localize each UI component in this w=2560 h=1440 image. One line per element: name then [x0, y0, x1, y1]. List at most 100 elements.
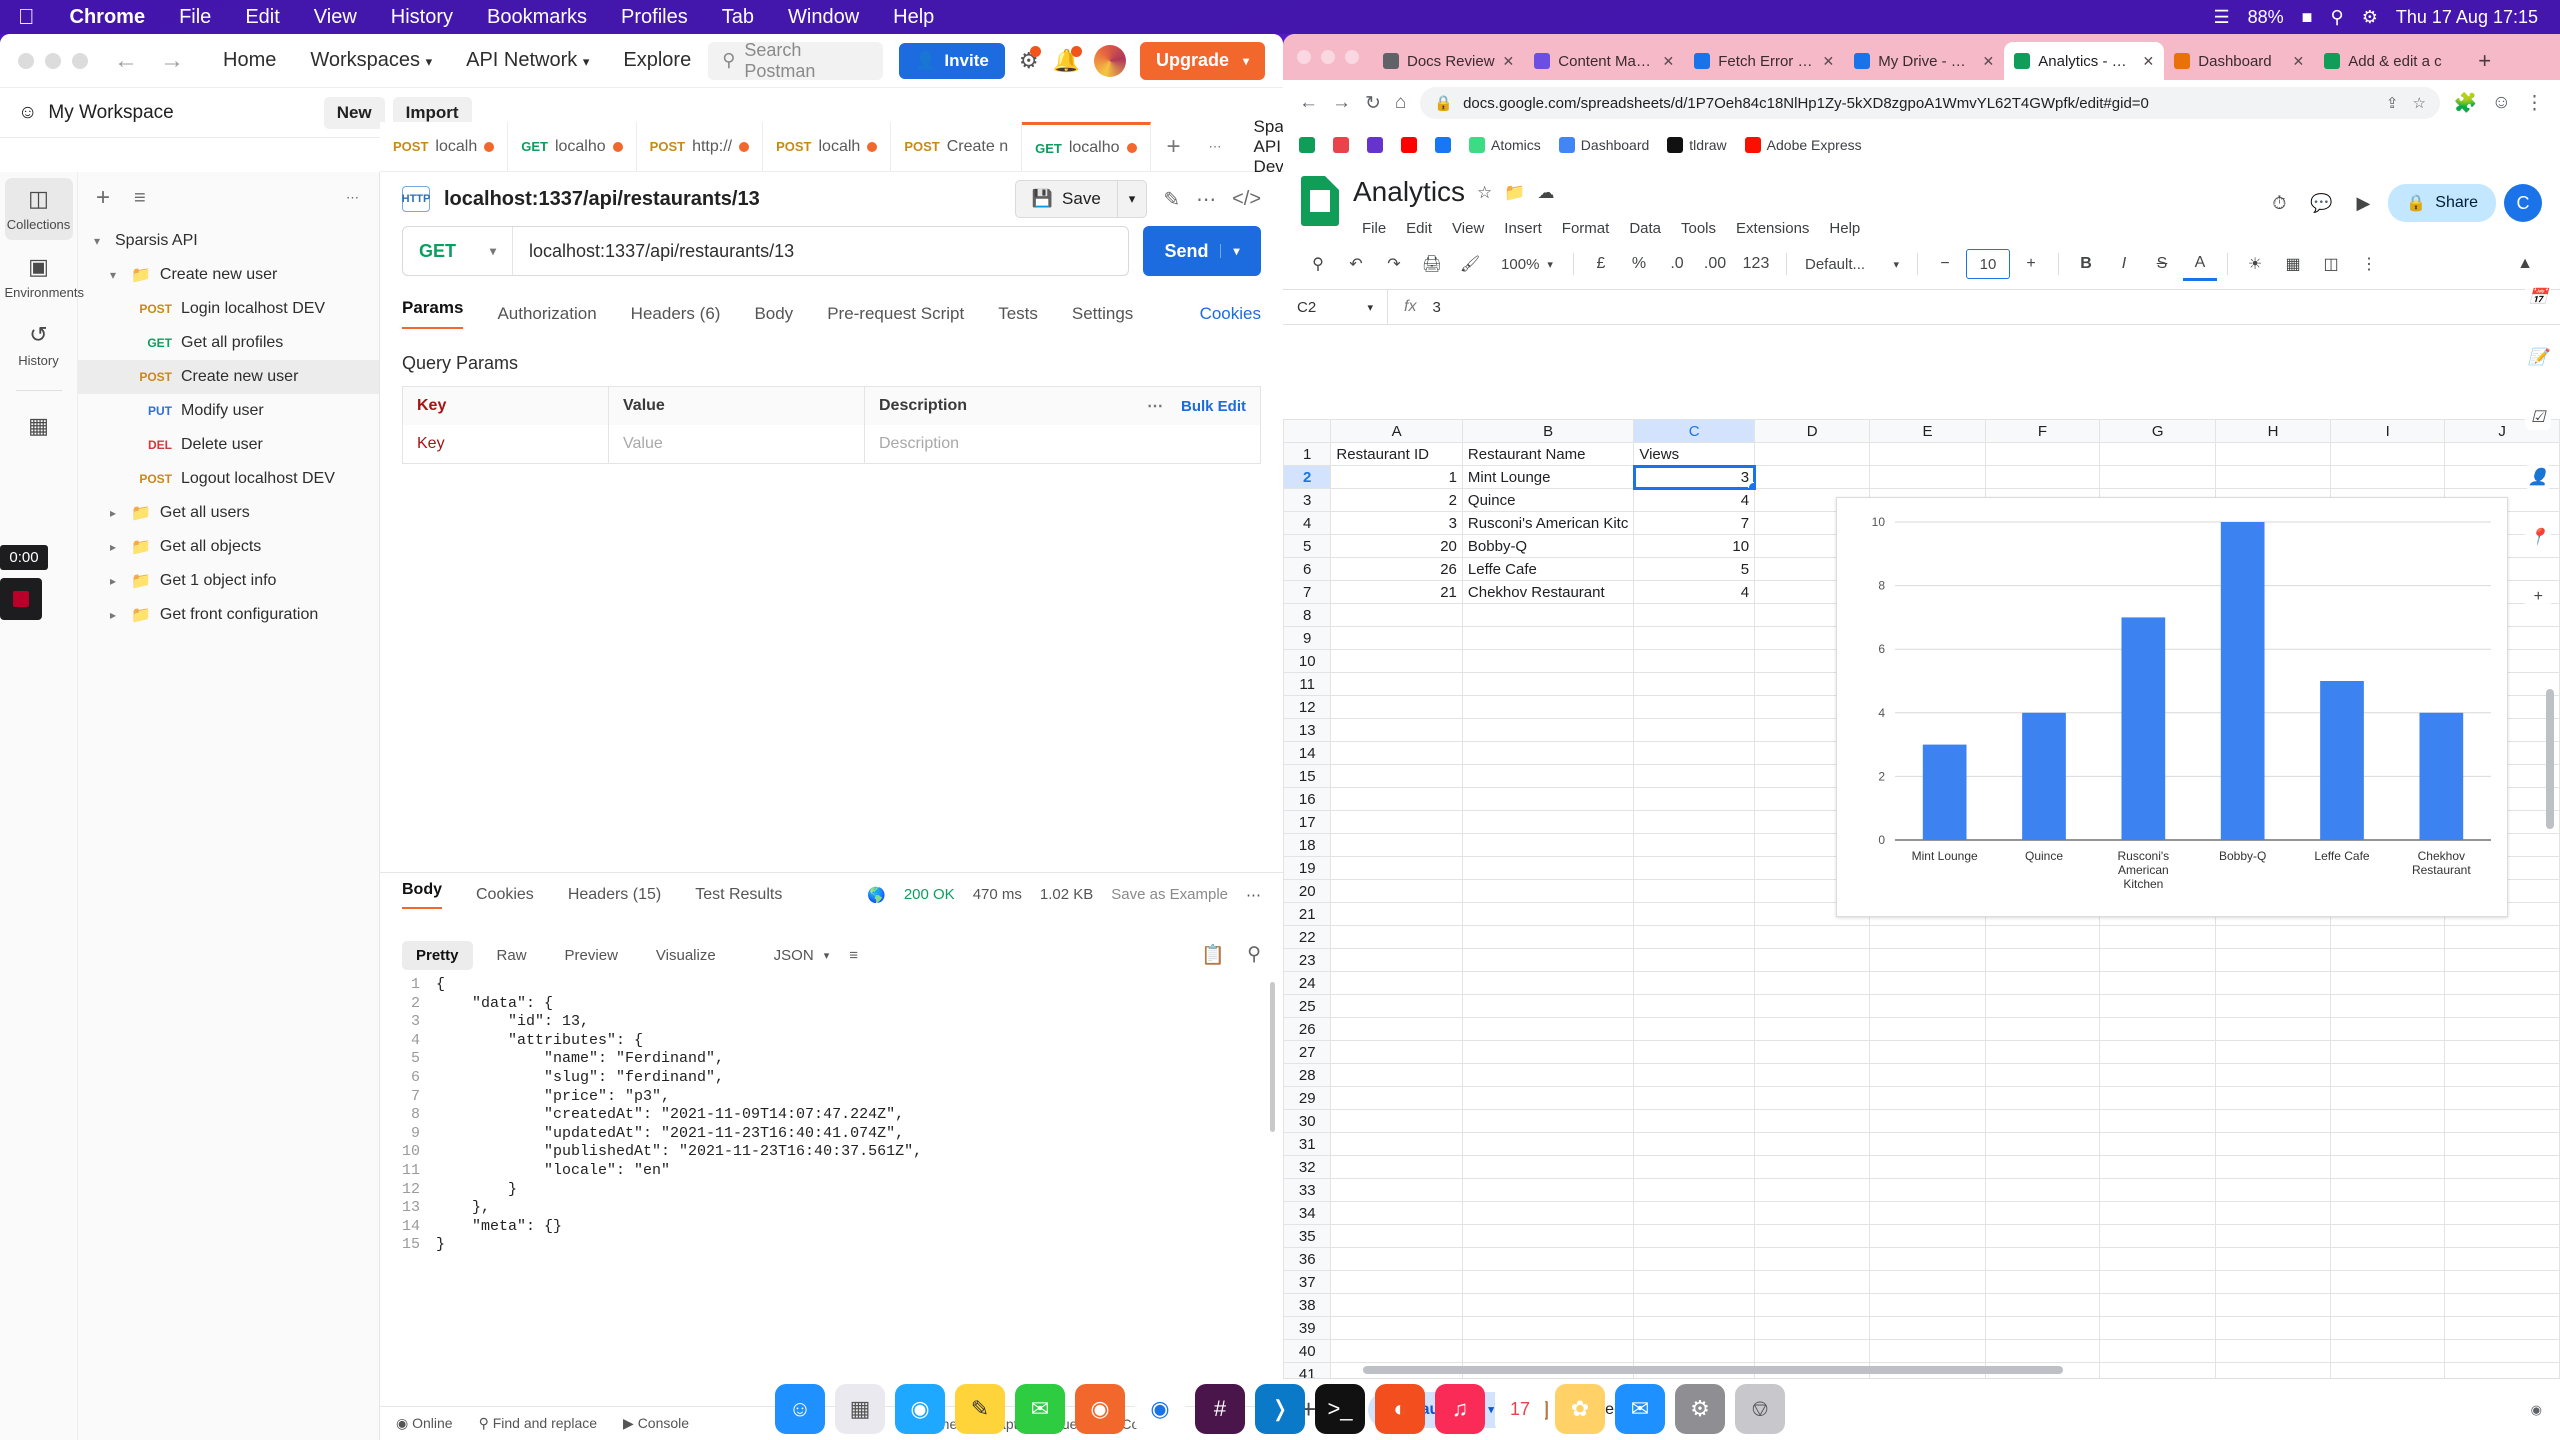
collapse-toolbar-icon[interactable]: ▲ — [2517, 255, 2533, 272]
format-pretty[interactable]: Pretty — [402, 940, 473, 970]
filter-icon[interactable]: ≡ — [134, 186, 146, 209]
column-header-i[interactable]: I — [2330, 419, 2446, 443]
table-row[interactable]: 1 Restaurant ID Restaurant Name Views — [1283, 442, 2560, 466]
menu-tab[interactable]: Tab — [705, 5, 754, 28]
browser-tab-docs-review[interactable]: Docs Review ✕ — [1373, 42, 1524, 80]
dock-settings[interactable]: ⚙ — [1675, 1384, 1725, 1434]
request-more-icon[interactable]: ⋯ — [1196, 188, 1217, 211]
tree-node-folder[interactable]: ▸ 📁 Get all objects — [78, 530, 379, 564]
row-header[interactable]: 13 — [1283, 718, 1332, 742]
menu-history[interactable]: History — [374, 5, 453, 28]
search-input[interactable]: ⚲ Search Postman — [708, 40, 884, 81]
percent-format-button[interactable]: % — [1631, 255, 1647, 272]
forward-icon[interactable]: → — [1332, 92, 1351, 113]
dock-mail[interactable]: ✉ — [1615, 1384, 1665, 1434]
row-header[interactable]: 1 — [1283, 442, 1332, 466]
cell-e2[interactable] — [1869, 465, 1986, 489]
star-icon[interactable]: ☆ — [1477, 183, 1493, 202]
column-header-e[interactable]: E — [1869, 419, 1986, 443]
cell-e1[interactable] — [1869, 442, 1986, 466]
row-header[interactable]: 36 — [1283, 1247, 1332, 1271]
table-row[interactable]: 40 — [1283, 1339, 2560, 1363]
tree-node-request[interactable]: DEL Delete user — [148, 436, 263, 453]
italic-button[interactable]: I — [2121, 255, 2127, 272]
row-header[interactable]: 41 — [1283, 1362, 1332, 1378]
tree-node-request[interactable]: GET Get all profiles — [147, 334, 284, 351]
tab-tests[interactable]: Tests — [998, 303, 1038, 323]
document-title[interactable]: Analytics — [1353, 176, 1466, 207]
url-input[interactable]: localhost:1337/api/restaurants/13 — [529, 240, 795, 261]
table-row[interactable]: 34 — [1283, 1201, 2560, 1225]
notifications-bell-icon[interactable]: 🔔 — [1052, 45, 1083, 73]
nav-workspaces[interactable]: Workspaces ▾ — [310, 49, 433, 71]
close-icon[interactable]: ✕ — [1982, 52, 1995, 69]
row-header[interactable]: 23 — [1283, 948, 1332, 972]
dock-slack[interactable]: # — [1195, 1384, 1245, 1434]
tree-node-folder[interactable]: ▸ 📁 Get all users — [78, 496, 379, 530]
explore-button[interactable]: ◉ — [2530, 1401, 2542, 1417]
browser-tab-my-drive[interactable]: My Drive - Goo ✕ — [1844, 42, 2004, 80]
clock[interactable]: Thu 17 Aug 17:15 — [2395, 6, 2538, 27]
menu-file[interactable]: File — [1362, 220, 1387, 237]
row-header[interactable]: 11 — [1283, 672, 1332, 696]
invite-button[interactable]: 👤 Invite — [899, 42, 1005, 79]
table-row[interactable]: 25 — [1283, 994, 2560, 1018]
nav-explore[interactable]: Explore — [623, 49, 692, 71]
row-header[interactable]: 37 — [1283, 1270, 1332, 1294]
response-tab-test-results[interactable]: Test Results — [695, 885, 783, 903]
wrap-lines-icon[interactable]: ≡ — [849, 946, 858, 964]
borders-button[interactable]: ▦ — [2285, 256, 2301, 273]
share-icon[interactable]: ⇪ — [2385, 95, 2399, 112]
calendar-side-icon[interactable]: 📅 — [2525, 284, 2551, 310]
send-button[interactable]: Send ▾ — [1143, 226, 1261, 276]
table-row[interactable]: Key Value Description — [403, 425, 1260, 463]
merge-cells-button[interactable]: ◫ — [2323, 256, 2339, 273]
home-icon[interactable]: ⌂ — [1394, 92, 1407, 113]
move-folder-icon[interactable]: 📁 — [1504, 183, 1526, 202]
table-row[interactable]: 22 — [1283, 925, 2560, 949]
row-header[interactable]: 20 — [1283, 879, 1332, 903]
cell-b5[interactable]: Bobby-Q — [1461, 534, 1635, 558]
tasks-side-icon[interactable]: ☑ — [2525, 404, 2551, 430]
back-icon[interactable]: ← — [1299, 92, 1318, 113]
table-row[interactable]: 37 — [1283, 1270, 2560, 1294]
row-header[interactable]: 19 — [1283, 856, 1332, 880]
tree-node-request[interactable]: POST Login localhost DEV — [139, 300, 326, 317]
row-header[interactable]: 8 — [1283, 603, 1332, 627]
response-more-icon[interactable]: ⋯ — [1246, 886, 1261, 904]
format-visualize[interactable]: Visualize — [655, 946, 716, 964]
maps-side-icon[interactable]: 📍 — [2525, 524, 2551, 550]
row-header[interactable]: 26 — [1283, 1017, 1332, 1041]
online-status[interactable]: ◉ Online — [396, 1415, 453, 1431]
table-row[interactable]: 27 — [1283, 1040, 2560, 1064]
row-header[interactable]: 4 — [1283, 511, 1332, 535]
dock-safari[interactable]: ◉ — [895, 1384, 945, 1434]
forward-icon[interactable]: → — [160, 46, 184, 74]
environment-selector[interactable]: Sparsis API Dev ▾ 📄 — [1253, 116, 1283, 176]
console-button[interactable]: ▶ Console — [623, 1415, 690, 1431]
response-code-viewer[interactable]: 1{ 2 "data": { 3 "id": 13, 4 "attributes… — [380, 976, 1283, 1394]
corner-cell[interactable] — [1283, 419, 1332, 443]
cell-a1[interactable]: Restaurant ID — [1330, 442, 1463, 466]
find-and-replace[interactable]: ⚲ Find and replace — [478, 1415, 598, 1431]
cell-a7[interactable]: 21 — [1330, 580, 1463, 604]
increase-font-size-button[interactable]: + — [2026, 255, 2036, 272]
table-row[interactable]: 32 — [1283, 1155, 2560, 1179]
window-traffic-lights[interactable] — [18, 52, 88, 69]
menu-chrome[interactable]: Chrome — [53, 5, 146, 28]
cell-g2[interactable] — [2099, 465, 2216, 489]
tab-authorization[interactable]: Authorization — [497, 303, 597, 323]
tab-prerequest-script[interactable]: Pre-request Script — [827, 303, 965, 323]
avatar[interactable] — [1093, 44, 1126, 77]
row-header[interactable]: 14 — [1283, 741, 1332, 765]
row-header[interactable]: 6 — [1283, 557, 1332, 581]
cell-c7[interactable]: 4 — [1633, 580, 1756, 604]
table-row[interactable]: 24 — [1283, 971, 2560, 995]
cloud-saved-icon[interactable]: ☁ — [1537, 183, 1555, 202]
new-tab-button[interactable]: + — [1166, 132, 1181, 160]
table-row[interactable]: 26 — [1283, 1017, 2560, 1041]
format-raw[interactable]: Raw — [496, 946, 527, 964]
row-header[interactable]: 3 — [1283, 488, 1332, 512]
cell-c4[interactable]: 7 — [1633, 511, 1756, 535]
chevron-down-icon[interactable]: ▾ — [1488, 1404, 1494, 1416]
